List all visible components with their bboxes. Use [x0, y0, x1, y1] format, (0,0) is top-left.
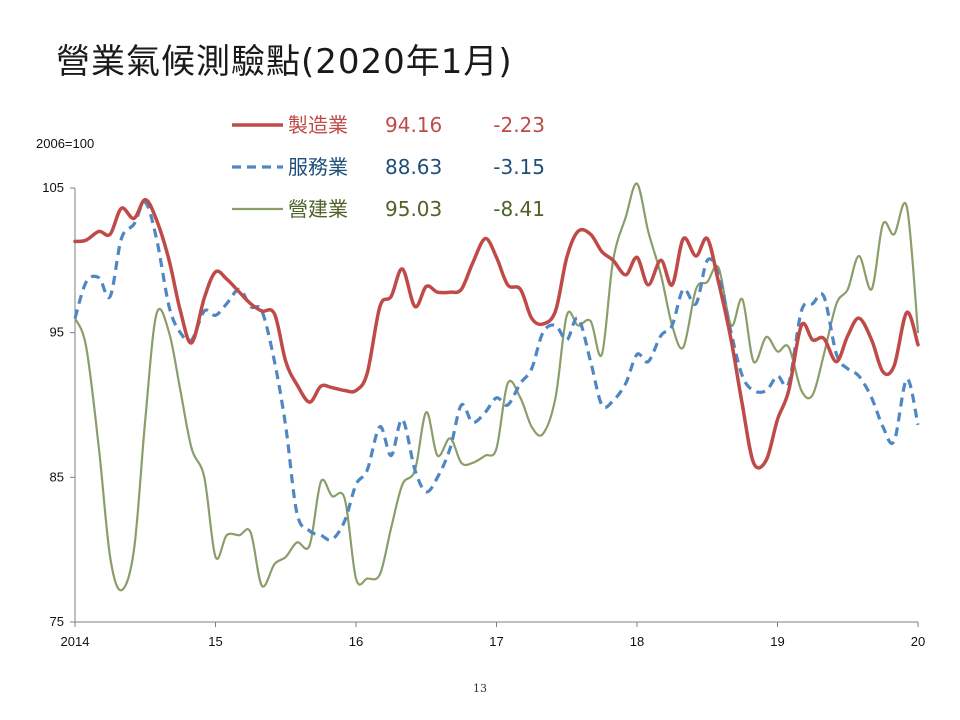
y-tick-label: 95: [50, 325, 64, 340]
axes: 75 85 95 105 2014 15 16 17 18 19 20: [42, 180, 925, 649]
x-tick-label: 20: [911, 634, 925, 649]
legend: 製造業 94.16 -2.23 服務業 88.63 -3.15 營建業 95.03 -8.41: [232, 113, 545, 221]
legend-latest-value: 88.63: [385, 155, 442, 179]
base-label: 2006=100: [36, 136, 94, 151]
x-tick-label: 18: [630, 634, 644, 649]
y-tick-label: 85: [50, 469, 64, 484]
legend-name: 製造業: [288, 113, 348, 137]
x-tick-label: 2014: [61, 634, 90, 649]
legend-latest-value: 94.16: [385, 113, 442, 137]
y-tick-label: 75: [50, 614, 64, 629]
legend-change-value: -8.41: [493, 197, 545, 221]
legend-latest-value: 95.03: [385, 197, 442, 221]
y-tick-label: 105: [42, 180, 64, 195]
series-line-3: [73, 182, 920, 592]
series-lines: [73, 182, 920, 592]
legend-name: 營建業: [288, 197, 348, 221]
series-line-2: [73, 200, 920, 542]
x-tick-label: 19: [770, 634, 784, 649]
page-number: 13: [473, 682, 487, 695]
x-tick-label: 15: [208, 634, 222, 649]
x-tick-label: 16: [349, 634, 363, 649]
series-line-1: [73, 197, 920, 470]
legend-change-value: -3.15: [493, 155, 545, 179]
x-tick-label: 17: [489, 634, 503, 649]
page-title: 營業氣候測驗點(2020年1月): [56, 42, 513, 82]
legend-name: 服務業: [288, 155, 348, 179]
legend-change-value: -2.23: [493, 113, 545, 137]
